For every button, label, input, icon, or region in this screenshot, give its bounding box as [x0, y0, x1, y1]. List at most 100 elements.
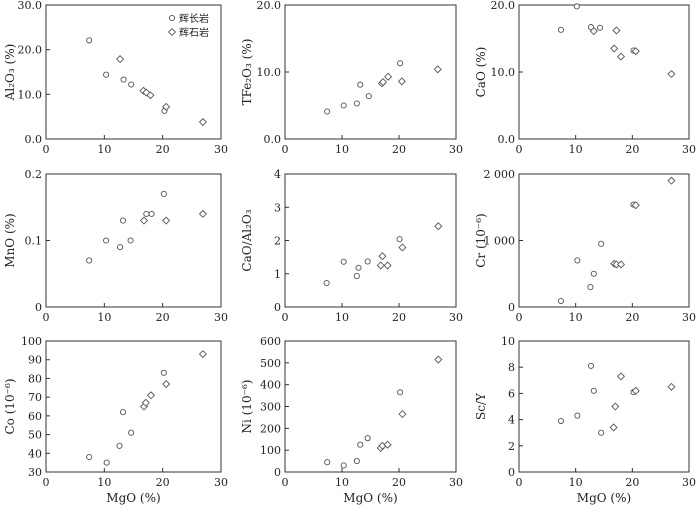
x-tick-label: 30: [449, 311, 463, 324]
x-tick-label: 10: [97, 143, 111, 156]
y-axis-label: CaO/Al₂O₃: [240, 209, 254, 271]
y-tick-label: 50: [28, 429, 42, 442]
pyroxenite-point: [398, 410, 407, 419]
y-axis-label: Cr (10⁻⁶): [474, 213, 488, 268]
y-tick-label: 70: [28, 391, 42, 404]
plot-frame: [518, 4, 690, 140]
pyroxenite-point: [612, 26, 621, 35]
gabbro-point: [86, 453, 93, 461]
gabbro-point: [119, 217, 127, 224]
gabbro-point: [357, 441, 364, 448]
x-tick-label: 10: [335, 143, 349, 156]
gabbro-point: [397, 389, 404, 396]
plot-frame: [518, 173, 690, 308]
plot-frame: [284, 173, 457, 308]
y-tick-label: 200: [260, 422, 281, 435]
pyroxenite-point: [383, 261, 392, 270]
gabbro-point: [353, 458, 360, 465]
pyroxenite-point: [616, 372, 626, 381]
gabbro-point: [340, 462, 347, 469]
x-tick-label: 0: [43, 143, 50, 156]
y-tick-label: 100: [21, 335, 42, 348]
gabbro-point: [557, 297, 564, 305]
legend-pyroxenite-marker: [167, 27, 177, 37]
x-tick-label: 30: [214, 311, 228, 324]
x-tick-label: 20: [625, 476, 639, 489]
gabbro-point: [323, 280, 330, 287]
gabbro-point: [357, 81, 364, 88]
gabbro-point: [148, 210, 155, 217]
x-tick-label: 30: [449, 476, 463, 489]
gabbro-point: [86, 37, 93, 44]
panel-9: 0 10 20 30 0 2 4 6 8 10 Sc/Y MgO (%): [474, 335, 696, 505]
y-tick-label: 40: [28, 447, 42, 460]
y-tick-label: 300: [260, 401, 281, 414]
x-tick-label: 10: [335, 476, 349, 489]
y-tick-label: 20.0: [257, 0, 282, 12]
y-tick-label: 8: [508, 361, 515, 374]
legend-pyroxenite-label: 辉石岩: [179, 26, 209, 39]
gabbro-point: [574, 412, 581, 419]
x-tick-label: 10: [569, 143, 583, 156]
y-tick-label: 600: [260, 335, 281, 348]
gabbro-point: [590, 270, 597, 277]
x-axis-label: MgO (%): [577, 491, 631, 505]
gabbro-point: [340, 102, 347, 109]
pyroxenite-point: [383, 440, 392, 449]
gabbro-point: [364, 435, 371, 442]
y-tick-label: 30.0: [18, 0, 43, 12]
x-axis-label: MgO (%): [106, 491, 160, 505]
plot-frame: [45, 340, 222, 473]
pyroxenite-point: [667, 382, 676, 391]
y-tick-label: 80: [28, 372, 42, 385]
x-tick-label: 0: [43, 476, 50, 489]
y-axis-label: Al₂O₃ (%): [3, 44, 17, 102]
panel-6: 0 10 20 30 0 1 000 2 000 Cr (10⁻⁶): [474, 168, 696, 324]
pyroxenite-point: [139, 216, 149, 225]
gabbro-point: [127, 237, 134, 244]
panel-4: 0 10 20 30 0 0.1 0.2 MnO (%): [3, 168, 228, 324]
panel-2: 0 10 20 30 0.0 10.0 20.0 TFe₂O₃ (%): [240, 0, 463, 156]
y-tick-label: 0.2: [25, 168, 43, 181]
pyroxenite-point: [667, 176, 676, 185]
gabbro-point: [396, 236, 403, 243]
plot-frame: [284, 340, 457, 473]
gabbro-point: [143, 210, 150, 217]
y-axis-label: Co (10⁻⁶): [3, 379, 17, 435]
y-tick-label: 2 000: [484, 168, 516, 181]
y-tick-label: 30: [28, 466, 42, 479]
x-tick-label: 0: [516, 143, 523, 156]
y-tick-label: 2: [274, 235, 281, 248]
y-tick-label: 4: [508, 414, 515, 427]
y-tick-label: 4: [274, 168, 281, 181]
y-tick-label: 0.1: [25, 235, 43, 248]
y-tick-label: 0.0: [264, 133, 282, 146]
legend-gabbro-label: 辉长岩: [179, 12, 209, 25]
gabbro-point: [574, 257, 581, 264]
pyroxenite-point: [116, 55, 125, 64]
gabbro-point: [573, 3, 580, 10]
x-tick-label: 20: [625, 311, 639, 324]
pyroxenite-point: [434, 355, 443, 364]
gabbro-point: [160, 190, 167, 197]
pyroxenite-point: [198, 350, 207, 359]
x-tick-label: 20: [156, 143, 170, 156]
pyroxenite-point: [162, 102, 171, 111]
y-tick-label: 400: [260, 379, 281, 392]
x-tick-label: 10: [97, 311, 111, 324]
y-axis-label: Sc/Y: [474, 392, 488, 420]
y-tick-label: 0: [35, 301, 42, 314]
gabbro-point: [103, 71, 110, 78]
y-axis-label: CaO (%): [474, 47, 488, 98]
gabbro-point: [86, 257, 93, 264]
gabbro-point: [103, 459, 110, 466]
y-tick-label: 10.0: [18, 88, 43, 101]
pyroxenite-point: [198, 209, 207, 218]
pyroxenite-point: [433, 65, 442, 74]
gabbro-point: [119, 409, 127, 416]
x-tick-label: 0: [516, 311, 523, 324]
x-tick-label: 30: [214, 143, 228, 156]
gabbro-point: [324, 459, 331, 466]
